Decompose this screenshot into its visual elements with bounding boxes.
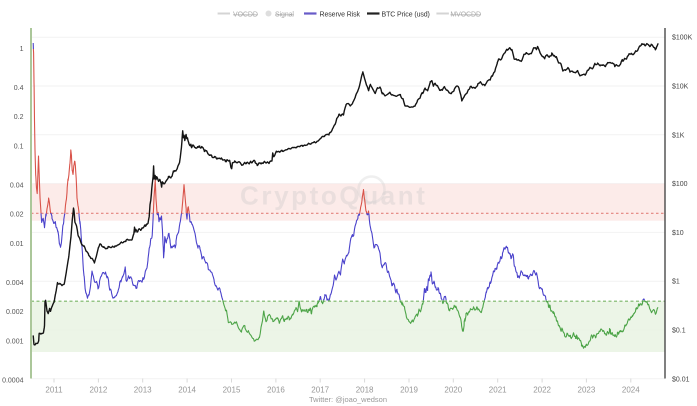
svg-text:2021: 2021 (489, 386, 507, 395)
svg-text:2012: 2012 (90, 386, 108, 395)
svg-text:2017: 2017 (311, 386, 329, 395)
svg-text:2018: 2018 (356, 386, 374, 395)
svg-text:0.004: 0.004 (6, 280, 24, 287)
svg-text:$1: $1 (672, 279, 680, 286)
svg-text:1: 1 (20, 46, 24, 53)
svg-text:2013: 2013 (134, 386, 152, 395)
svg-text:2011: 2011 (45, 386, 63, 395)
svg-text:0.002: 0.002 (6, 309, 24, 316)
svg-text:0.0004: 0.0004 (2, 377, 24, 384)
svg-text:0.1: 0.1 (14, 144, 24, 151)
svg-text:$100K: $100K (672, 35, 693, 42)
svg-text:0.4: 0.4 (14, 85, 24, 92)
svg-text:MVOCDD: MVOCDD (450, 12, 481, 19)
svg-text:2019: 2019 (400, 386, 418, 395)
svg-text:Signal: Signal (275, 12, 294, 19)
svg-text:2024: 2024 (622, 386, 640, 395)
svg-text:$1K: $1K (672, 132, 685, 139)
svg-text:0.01: 0.01 (10, 241, 24, 248)
svg-text:2022: 2022 (533, 386, 551, 395)
svg-text:VOCDD: VOCDD (233, 12, 258, 19)
svg-text:0.02: 0.02 (10, 212, 24, 219)
svg-text:2023: 2023 (578, 386, 596, 395)
svg-text:0.2: 0.2 (14, 114, 24, 121)
svg-text:$100: $100 (672, 181, 688, 188)
svg-text:Reserve Risk: Reserve Risk (320, 12, 361, 19)
svg-text:0.001: 0.001 (6, 339, 24, 346)
svg-text:2020: 2020 (444, 386, 462, 395)
svg-text:2016: 2016 (267, 386, 285, 395)
svg-text:$10: $10 (672, 230, 684, 237)
svg-text:$0.01: $0.01 (672, 376, 690, 383)
svg-text:2014: 2014 (178, 386, 196, 395)
svg-text:0.04: 0.04 (10, 182, 24, 189)
svg-text:2015: 2015 (223, 386, 241, 395)
svg-text:CryptoQuant: CryptoQuant (240, 181, 427, 211)
svg-text:$0.1: $0.1 (672, 328, 686, 335)
svg-text:BTC Price (usd): BTC Price (usd) (382, 12, 430, 19)
svg-text:Twitter: @joao_wedson: Twitter: @joao_wedson (309, 395, 387, 404)
svg-text:$10K: $10K (672, 84, 689, 91)
